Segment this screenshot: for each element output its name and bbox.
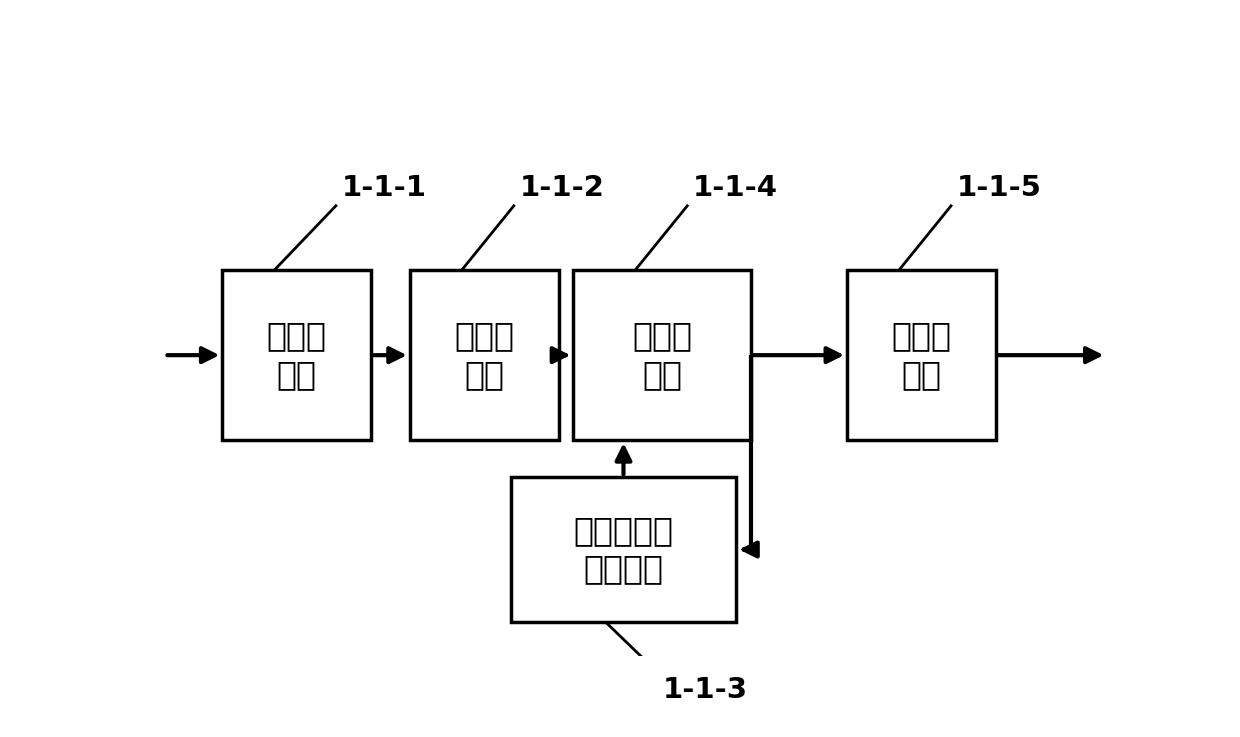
- Text: 矩阵索
引器: 矩阵索 引器: [454, 320, 515, 391]
- Bar: [511, 477, 737, 622]
- Text: 信号输
出器: 信号输 出器: [892, 320, 951, 391]
- Bar: [409, 270, 558, 440]
- Text: 1-1-5: 1-1-5: [957, 174, 1042, 202]
- Bar: [573, 270, 751, 440]
- Text: 串并转
换器: 串并转 换器: [267, 320, 327, 391]
- Text: 1-1-1: 1-1-1: [342, 174, 427, 202]
- Bar: [847, 270, 996, 440]
- Text: 1-1-3: 1-1-3: [663, 676, 748, 704]
- Text: 1-1-4: 1-1-4: [693, 174, 777, 202]
- Bar: [222, 270, 371, 440]
- Text: 矩阵乘
法器: 矩阵乘 法器: [632, 320, 692, 391]
- Text: 矩阵缓存器
（延时）: 矩阵缓存器 （延时）: [573, 514, 673, 585]
- Text: 1-1-2: 1-1-2: [520, 174, 604, 202]
